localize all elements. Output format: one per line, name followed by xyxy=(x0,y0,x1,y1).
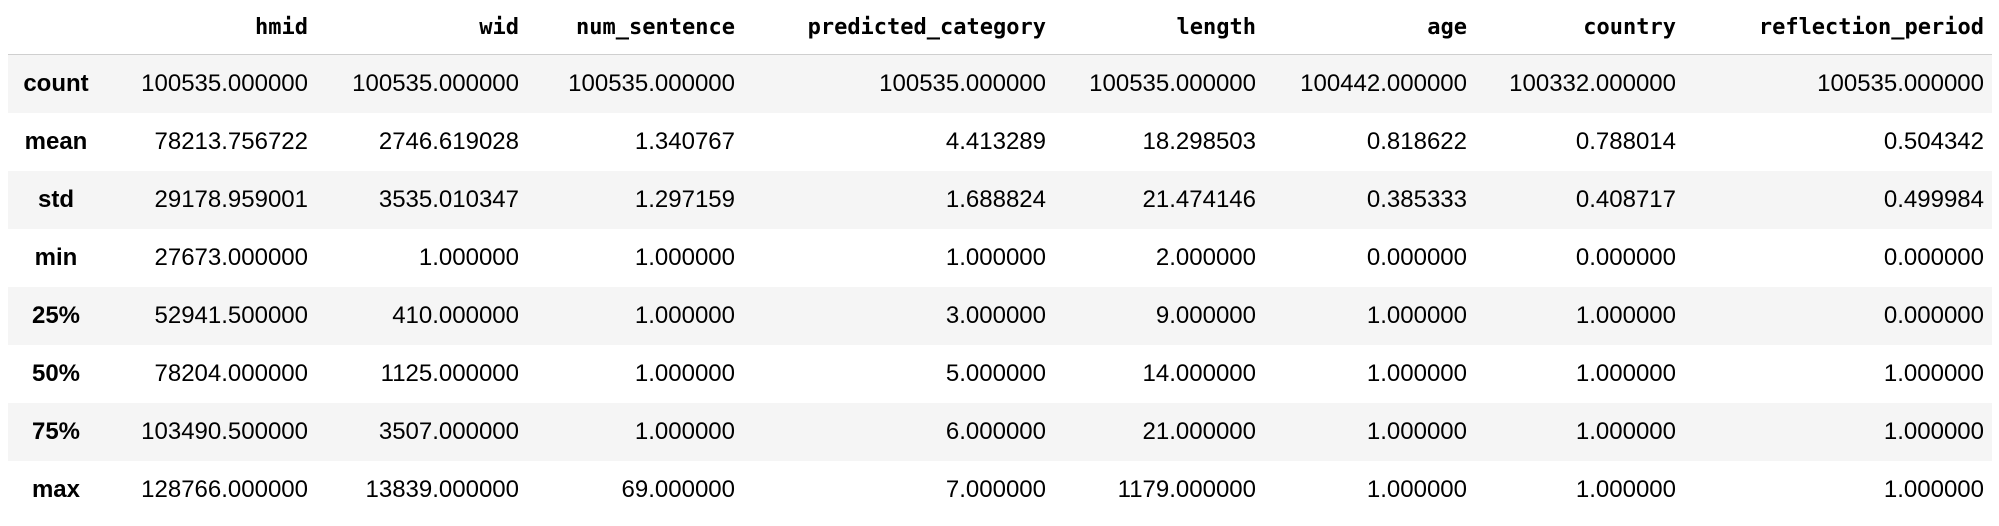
table-cell: 1.000000 xyxy=(1366,475,1467,503)
column-header-hmid: hmid xyxy=(104,0,316,55)
table-cell: 6.000000 xyxy=(945,417,1046,445)
row-index-label: 75% xyxy=(31,417,81,445)
table-cell: 78213.756722 xyxy=(154,127,309,155)
table-cell: 21.000000 xyxy=(1142,417,1256,445)
table-cell: 1.000000 xyxy=(1366,417,1467,445)
table-cell: 100535.000000 xyxy=(1817,69,1984,97)
column-header-reflection-period: reflection_period xyxy=(1684,0,1992,55)
table-cell: 100535.000000 xyxy=(879,69,1046,97)
table-cell: 78204.000000 xyxy=(154,359,309,387)
table-cell: 3.000000 xyxy=(945,301,1046,329)
table-cell: 1179.000000 xyxy=(1117,475,1256,503)
table-cell: 0.499984 xyxy=(1883,185,1984,213)
table-cell: 100535.000000 xyxy=(568,69,735,97)
table-body: count 100535.000000 100535.000000 100535.00… xyxy=(8,54,1992,519)
table-cell: 0.408717 xyxy=(1575,185,1676,213)
table-cell: 1.297159 xyxy=(634,185,735,213)
table-cell: 0.000000 xyxy=(1575,243,1676,271)
row-index-label: std xyxy=(38,185,74,213)
column-header-num-sentence: num_sentence xyxy=(527,0,743,55)
row-index-label: count xyxy=(23,69,89,97)
row-index-label: 25% xyxy=(31,301,81,329)
table-cell: 0.504342 xyxy=(1883,127,1984,155)
row-index-label: min xyxy=(34,243,78,271)
table-cell: 1.000000 xyxy=(1883,475,1984,503)
table-row: min 27673.000000 1.000000 1.000000 1.000000 2… xyxy=(8,228,1992,287)
table-row: 50% 78204.000000 1125.000000 1.000000 5.0000… xyxy=(8,344,1992,403)
index-header xyxy=(8,0,104,55)
table-cell: 1.000000 xyxy=(1883,359,1984,387)
table-cell: 1.000000 xyxy=(1575,475,1676,503)
row-index-label: max xyxy=(31,475,81,503)
table-cell: 27673.000000 xyxy=(154,243,309,271)
table-cell: 1.000000 xyxy=(1883,417,1984,445)
table-cell: 0.818622 xyxy=(1366,127,1467,155)
table-cell: 100332.000000 xyxy=(1509,69,1676,97)
table-cell: 13839.000000 xyxy=(365,475,520,503)
column-header-wid: wid xyxy=(316,0,527,55)
table-row: 25% 52941.500000 410.000000 1.000000 3.00000… xyxy=(8,286,1992,345)
table-cell: 100535.000000 xyxy=(141,69,308,97)
table-row: std 29178.959001 3535.010347 1.297159 1.6888… xyxy=(8,170,1992,229)
table-cell: 1125.000000 xyxy=(380,359,519,387)
describe-dataframe-table: hmid wid num_sentence predicted_category… xyxy=(8,0,1992,519)
table-cell: 100535.000000 xyxy=(352,69,519,97)
row-index-label: 50% xyxy=(31,359,81,387)
column-header-country: country xyxy=(1475,0,1684,55)
table-cell: 7.000000 xyxy=(945,475,1046,503)
column-header-predicted-category: predicted_category xyxy=(743,0,1054,55)
table-cell: 1.000000 xyxy=(1575,417,1676,445)
table-cell: 1.688824 xyxy=(945,185,1046,213)
table-cell: 410.000000 xyxy=(392,301,519,329)
table-cell: 21.474146 xyxy=(1142,185,1256,213)
table-cell: 3535.010347 xyxy=(378,185,519,213)
table-cell: 0.000000 xyxy=(1366,243,1467,271)
table-cell: 4.413289 xyxy=(945,127,1046,155)
table-row: 75% 103490.500000 3507.000000 1.000000 6.000… xyxy=(8,402,1992,461)
table-cell: 0.000000 xyxy=(1883,301,1984,329)
table-row: count 100535.000000 100535.000000 100535.00… xyxy=(8,54,1992,113)
row-index-label: mean xyxy=(24,127,88,155)
table-cell: 0.788014 xyxy=(1575,127,1676,155)
table-cell: 1.000000 xyxy=(1575,359,1676,387)
table-row: max 128766.000000 13839.000000 69.000000 7.0… xyxy=(8,460,1992,519)
table-cell: 29178.959001 xyxy=(154,185,309,213)
table-cell: 1.000000 xyxy=(1366,301,1467,329)
table-cell: 1.340767 xyxy=(634,127,735,155)
column-header-length: length xyxy=(1054,0,1264,55)
table-cell: 0.000000 xyxy=(1883,243,1984,271)
table-cell: 14.000000 xyxy=(1142,359,1256,387)
table-cell: 2746.619028 xyxy=(378,127,519,155)
table-cell: 69.000000 xyxy=(621,475,735,503)
table-cell: 0.385333 xyxy=(1366,185,1467,213)
table-cell: 1.000000 xyxy=(634,359,735,387)
table-cell: 18.298503 xyxy=(1142,127,1256,155)
table-cell: 9.000000 xyxy=(1155,301,1256,329)
table-cell: 5.000000 xyxy=(945,359,1046,387)
table-cell: 1.000000 xyxy=(1575,301,1676,329)
table-cell: 1.000000 xyxy=(634,301,735,329)
table-cell: 103490.500000 xyxy=(141,417,308,445)
column-header-age: age xyxy=(1264,0,1475,55)
table-cell: 128766.000000 xyxy=(141,475,308,503)
header-row: hmid wid num_sentence predicted_category… xyxy=(8,0,1992,55)
table-cell: 1.000000 xyxy=(1366,359,1467,387)
table-cell: 1.000000 xyxy=(418,243,519,271)
table-header: hmid wid num_sentence predicted_category… xyxy=(8,0,1992,55)
table-cell: 3507.000000 xyxy=(378,417,519,445)
table-cell: 100442.000000 xyxy=(1300,69,1467,97)
table-cell: 1.000000 xyxy=(945,243,1046,271)
table-cell: 1.000000 xyxy=(634,243,735,271)
table-cell: 1.000000 xyxy=(634,417,735,445)
table-cell: 100535.000000 xyxy=(1089,69,1256,97)
table-cell: 2.000000 xyxy=(1155,243,1256,271)
table-row: mean 78213.756722 2746.619028 1.340767 4.413… xyxy=(8,112,1992,171)
table-cell: 52941.500000 xyxy=(154,301,309,329)
